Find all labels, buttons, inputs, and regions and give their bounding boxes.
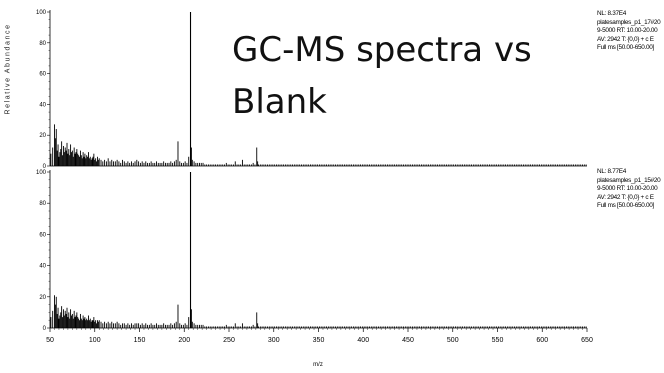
- x-tick-label: 400: [357, 337, 369, 344]
- x-tick-label: 250: [223, 337, 235, 344]
- spectrum-panel-sample: 0 20 40 60 80 100: [36, 10, 587, 170]
- scan-info-line: Full ms [50.00-650.00]: [597, 202, 654, 210]
- x-axis-label: m/z: [313, 362, 323, 368]
- y-tick-label: 40: [39, 264, 46, 270]
- x-tick-label: 200: [178, 337, 190, 344]
- y-tick-label: 100: [36, 170, 47, 176]
- scan-info-line: 9-5000 RT: 10.00-20.00: [597, 185, 658, 193]
- x-tick-label: 500: [447, 337, 459, 344]
- y-tick-label: 0: [43, 164, 47, 170]
- x-tick-label: 100: [89, 337, 101, 344]
- x-tick-label: 350: [313, 337, 325, 344]
- x-tick-label: 450: [402, 337, 414, 344]
- x-tick-label: 300: [268, 337, 280, 344]
- x-tick-label: 650: [581, 337, 593, 344]
- scan-info-line: 9-5000 RT: 10.00-20.00: [597, 27, 658, 35]
- y-tick-label: 0: [43, 326, 47, 332]
- scan-info-line: AV: 2942 T: {0,0} + c E: [597, 193, 654, 201]
- y-tick-label: 60: [39, 232, 46, 238]
- y-tick-label: 80: [39, 201, 46, 207]
- normalization-level: NL: 8.77E4: [597, 168, 626, 175]
- spectrum-panel-blank: 0 20 40 60 80 100: [36, 170, 587, 332]
- y-tick-label: 60: [39, 72, 46, 78]
- y-axis-label: Relative Abundance: [4, 23, 12, 115]
- scan-info-line: Full ms [50.00-650.00]: [597, 44, 654, 52]
- panel-info-sample: NL: 8.37E4 platesamples_p1_17#20 9-5000 …: [597, 10, 664, 53]
- x-tick-label: 50: [46, 337, 54, 344]
- y-tick-label: 100: [36, 10, 47, 16]
- y-tick-label: 20: [39, 133, 46, 139]
- y-tick-label: 80: [39, 41, 46, 47]
- y-tick-label: 20: [39, 295, 46, 301]
- scan-info-line: platesamples_p1_15#20: [597, 176, 661, 184]
- panel-info-blank: NL: 8.77E4 platesamples_p1_15#20 9-5000 …: [597, 168, 664, 211]
- x-axis: 50 100 150 200 250 300 350 400 450 500 550 600 650: [46, 328, 593, 344]
- chart-title: GC-MS spectra vs Blank: [232, 30, 532, 122]
- normalization-level: NL: 8.37E4: [597, 10, 626, 17]
- scan-info-line: AV: 2942 T: {0,0} + c E: [597, 35, 654, 43]
- y-tick-label: 40: [39, 102, 46, 108]
- x-tick-label: 550: [492, 337, 504, 344]
- x-tick-label: 150: [134, 337, 146, 344]
- x-tick-label: 600: [536, 337, 548, 344]
- scan-info-line: platesamples_p1_17#20: [597, 18, 661, 26]
